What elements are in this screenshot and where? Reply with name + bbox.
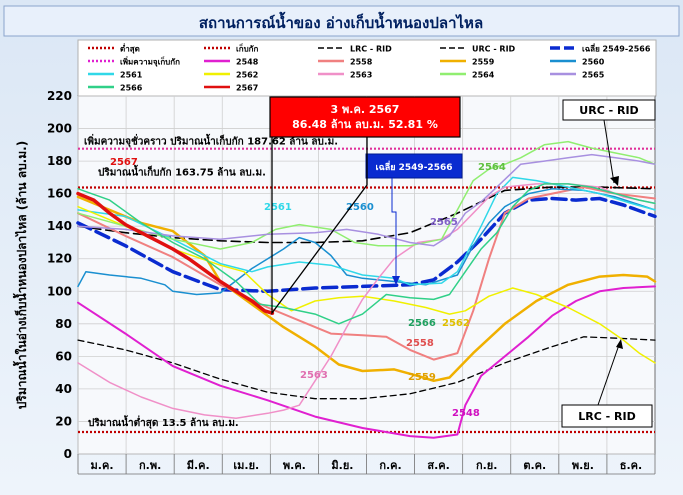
series-inline-label: 2559 — [408, 372, 436, 383]
legend-label: เก็บกัก — [236, 43, 259, 54]
callout-box — [269, 96, 461, 138]
series-inline-label: 2567 — [110, 157, 138, 168]
lrc-pointer — [597, 341, 621, 406]
legend-label: เพิ่มความจุเก็บกัก — [120, 56, 180, 68]
y-tick-label: 80 — [55, 317, 72, 331]
series-inline-label: 2566 — [408, 318, 436, 329]
legend-label: 2561 — [120, 71, 143, 80]
x-tick-label: ธ.ค. — [620, 459, 642, 472]
callout-value: 86.48 ล้าน ลบ.ม. 52.81 % — [292, 118, 438, 131]
series-line — [76, 195, 657, 383]
y-tick-label: 140 — [47, 219, 72, 233]
series-line — [77, 186, 656, 244]
y-tick-label: 60 — [55, 349, 72, 363]
y-tick-label: 180 — [47, 154, 72, 168]
legend-label: 2548 — [236, 58, 259, 67]
lrc-arrowhead — [616, 339, 623, 349]
legend-label: 2558 — [350, 58, 373, 67]
y-tick-label: 200 — [47, 122, 72, 136]
series-line — [77, 140, 656, 250]
x-tick-label: เม.ย. — [233, 459, 259, 472]
avg-label: เฉลี่ย 2549-2566 — [376, 160, 453, 173]
lrc-label: LRC - RID — [578, 410, 635, 423]
reference-label: ปริมาณน้ำเก็บกัก 163.75 ล้าน ลบ.ม. — [98, 165, 266, 179]
callout-pointer — [271, 137, 368, 315]
legend-label: 2560 — [582, 58, 605, 67]
urc-label: URC - RID — [579, 104, 638, 117]
legend-label: 2567 — [236, 84, 258, 93]
series-line — [77, 188, 656, 296]
x-tick-label: พ.ค. — [283, 459, 306, 472]
series-line — [76, 196, 657, 294]
series-inline-label: 2560 — [346, 202, 374, 213]
chart-title: สถานการณ์น้ำของ อ่างเก็บน้ำหนองปลาไหล — [199, 11, 483, 32]
x-tick-label: พ.ย. — [572, 459, 594, 472]
series-inline-label: 2561 — [264, 202, 292, 213]
series-inline-label: 2562 — [442, 318, 470, 329]
series-inline-label: 2563 — [300, 370, 328, 381]
series-line — [77, 183, 656, 419]
legend-label: LRC - RID — [350, 45, 392, 54]
x-tick-label: ก.ค. — [379, 459, 401, 472]
x-tick-label: มิ.ย. — [331, 459, 353, 472]
series-line — [77, 153, 656, 247]
avg-label-box — [365, 153, 463, 179]
avg-pointer — [391, 178, 397, 280]
legend-label: 2565 — [582, 71, 605, 80]
y-tick-label: 100 — [47, 284, 72, 298]
y-tick-label: 20 — [55, 414, 72, 428]
series-inline-label: 2564 — [478, 162, 506, 173]
series-line — [77, 205, 656, 364]
series-line — [77, 183, 656, 325]
series-inline-label: 2565 — [430, 217, 458, 228]
series-inline-label: 2558 — [406, 338, 434, 349]
lrc-label-box — [561, 404, 653, 428]
y-tick-label: 0 — [64, 447, 72, 461]
avg-arrowhead — [392, 276, 400, 285]
legend-label: 2562 — [236, 71, 258, 80]
x-tick-label: ม.ค. — [91, 459, 114, 472]
urc-label-box — [562, 99, 656, 121]
series-inline-label: 2548 — [452, 408, 480, 419]
urc-pointer — [603, 119, 615, 184]
legend-label: ต่ำสุด — [120, 43, 140, 55]
legend-label: 2563 — [350, 71, 372, 80]
reference-label: ปริมาณน้ำต่ำสุด 13.5 ล้าน ลบ.ม. — [88, 415, 239, 429]
title-box — [3, 5, 680, 37]
x-tick-label: ส.ค. — [427, 459, 449, 472]
urc-arrowhead — [610, 176, 619, 186]
legend-label: 2564 — [472, 71, 495, 80]
series-line — [77, 336, 656, 400]
y-tick-label: 120 — [47, 252, 72, 266]
legend-label: URC - RID — [472, 45, 516, 54]
x-tick-label: มี.ค. — [187, 459, 210, 472]
y-tick-label: 40 — [55, 382, 72, 396]
x-tick-label: ก.ย. — [476, 459, 497, 472]
series-line — [77, 176, 656, 286]
legend-label: 2566 — [120, 84, 143, 93]
y-tick-label: 160 — [47, 187, 72, 201]
legend-label: 2559 — [472, 58, 495, 67]
series-line — [77, 285, 656, 439]
y-tick-label: 220 — [47, 89, 72, 103]
series-line — [76, 191, 275, 315]
legend-label: เฉลี่ย 2549-2566 — [582, 43, 651, 54]
y-axis-title: ปริมาณน้ำในอ่างเก็บน้ำหนองปลาไหล (ล้าน ล… — [12, 141, 29, 409]
callout-date: 3 พ.ค. 2567 — [331, 103, 400, 116]
x-tick-label: ต.ค. — [523, 459, 546, 472]
x-tick-label: ก.พ. — [139, 459, 161, 472]
